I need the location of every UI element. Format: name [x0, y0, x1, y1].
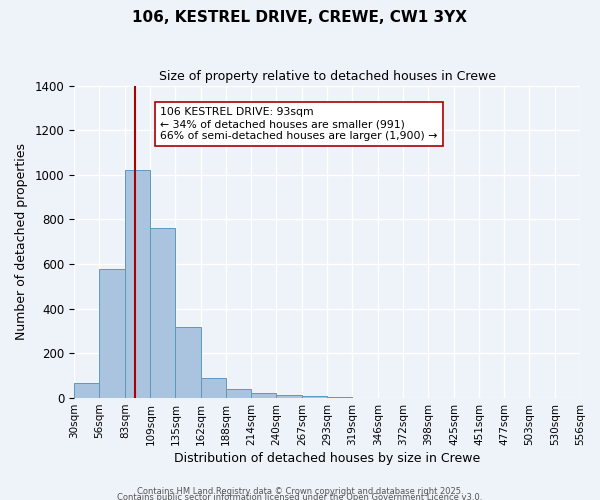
Bar — [125, 170, 151, 398]
Bar — [151, 228, 175, 398]
Text: Contains public sector information licensed under the Open Government Licence v3: Contains public sector information licen… — [118, 492, 482, 500]
Bar — [74, 383, 100, 398]
Title: Size of property relative to detached houses in Crewe: Size of property relative to detached ho… — [159, 70, 496, 83]
Bar — [100, 269, 125, 398]
Text: 106, KESTREL DRIVE, CREWE, CW1 3YX: 106, KESTREL DRIVE, CREWE, CW1 3YX — [133, 10, 467, 25]
Y-axis label: Number of detached properties: Number of detached properties — [15, 144, 28, 340]
Text: Contains HM Land Registry data © Crown copyright and database right 2025.: Contains HM Land Registry data © Crown c… — [137, 487, 463, 496]
Text: 106 KESTREL DRIVE: 93sqm
← 34% of detached houses are smaller (991)
66% of semi-: 106 KESTREL DRIVE: 93sqm ← 34% of detach… — [160, 108, 438, 140]
Bar — [302, 396, 327, 398]
Bar — [201, 378, 226, 398]
Bar — [327, 397, 352, 398]
Bar — [276, 394, 302, 398]
Bar — [175, 327, 201, 398]
Bar — [251, 393, 276, 398]
Bar — [226, 389, 251, 398]
X-axis label: Distribution of detached houses by size in Crewe: Distribution of detached houses by size … — [174, 452, 481, 465]
